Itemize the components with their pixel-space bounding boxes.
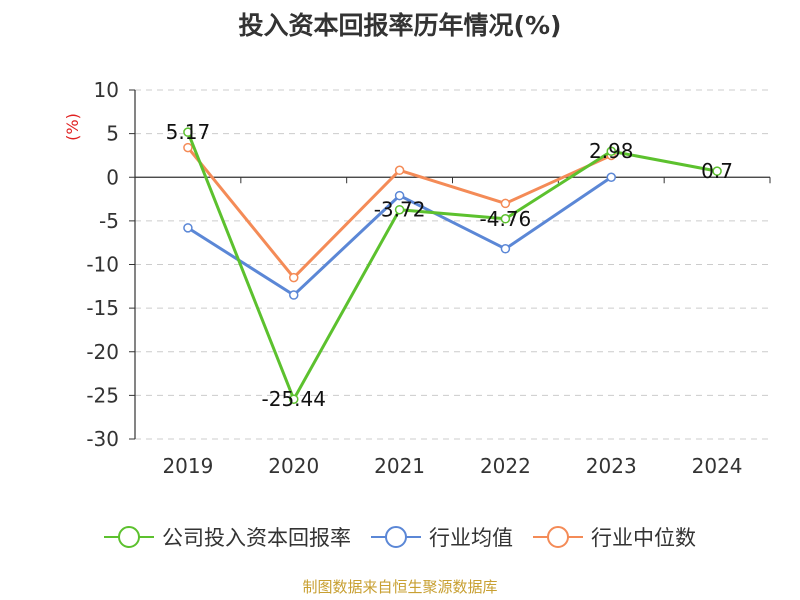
legend-label: 行业中位数 <box>591 526 696 550</box>
data-label: 0.7 <box>701 159 733 183</box>
series-line <box>186 131 718 401</box>
x-tick-label: 2024 <box>692 454 743 478</box>
x-tick-label: 2019 <box>162 454 213 478</box>
data-label: 2.98 <box>589 139 634 163</box>
data-point <box>183 223 193 233</box>
data-point <box>289 290 299 300</box>
chart-title: 投入资本回报率历年情况(%) <box>238 11 562 40</box>
series-layer <box>183 127 722 404</box>
axis-layer: 10 5 0 -5 -10 -15 -20 -25 -30 (%) 2019 2020 2021 2022… <box>63 78 771 478</box>
data-label: -25.44 <box>262 387 326 411</box>
legend-item-company[interactable]: 公司投入资本回报率 <box>104 522 351 552</box>
y-tick-label: -10 <box>86 253 119 277</box>
data-point <box>289 394 299 404</box>
y-tick-label: 0 <box>106 165 119 189</box>
data-point <box>500 214 511 224</box>
data-point <box>606 172 616 182</box>
y-tick-label: -30 <box>86 427 119 451</box>
data-point <box>394 165 405 176</box>
label-layer: 5.17 -25.44 -3.72 -4.76 2.98 0.7 <box>166 120 733 411</box>
data-point <box>289 272 299 283</box>
data-label: 5.17 <box>166 120 211 144</box>
data-source-note: 制图数据来自恒生聚源数据库 <box>302 578 498 596</box>
data-point <box>712 166 722 176</box>
legend-line-icon <box>104 526 154 548</box>
data-point <box>606 146 616 156</box>
y-tick-label: 10 <box>94 78 119 102</box>
legend-label: 公司投入资本回报率 <box>162 526 351 550</box>
data-point <box>394 204 405 215</box>
data-point <box>183 142 193 153</box>
legend-item-industry-median[interactable]: 行业中位数 <box>533 522 696 552</box>
y-tick-label: -5 <box>99 209 119 233</box>
legend: 公司投入资本回报率 行业均值 行业中位数 <box>0 520 800 554</box>
grid-layer <box>135 89 770 440</box>
y-axis-label: (%) <box>63 113 82 141</box>
data-point <box>500 244 511 254</box>
x-tick-label: 2023 <box>586 454 637 478</box>
data-label: -3.72 <box>374 198 426 222</box>
legend-label: 行业均值 <box>429 526 513 550</box>
y-tick-label: -15 <box>86 296 119 320</box>
x-tick-label: 2022 <box>480 454 531 478</box>
data-label: -4.76 <box>480 207 532 231</box>
data-point <box>183 127 193 137</box>
x-tick-label: 2020 <box>268 454 319 478</box>
data-point <box>394 190 405 201</box>
y-tick-label: -20 <box>86 340 119 364</box>
legend-line-icon <box>371 526 421 548</box>
data-point <box>500 198 511 209</box>
y-tick-label: -25 <box>86 383 119 407</box>
legend-line-icon <box>533 526 583 548</box>
legend-item-industry-average[interactable]: 行业均值 <box>371 522 513 552</box>
x-tick-label: 2021 <box>374 454 425 478</box>
y-tick-label: 5 <box>106 122 119 146</box>
